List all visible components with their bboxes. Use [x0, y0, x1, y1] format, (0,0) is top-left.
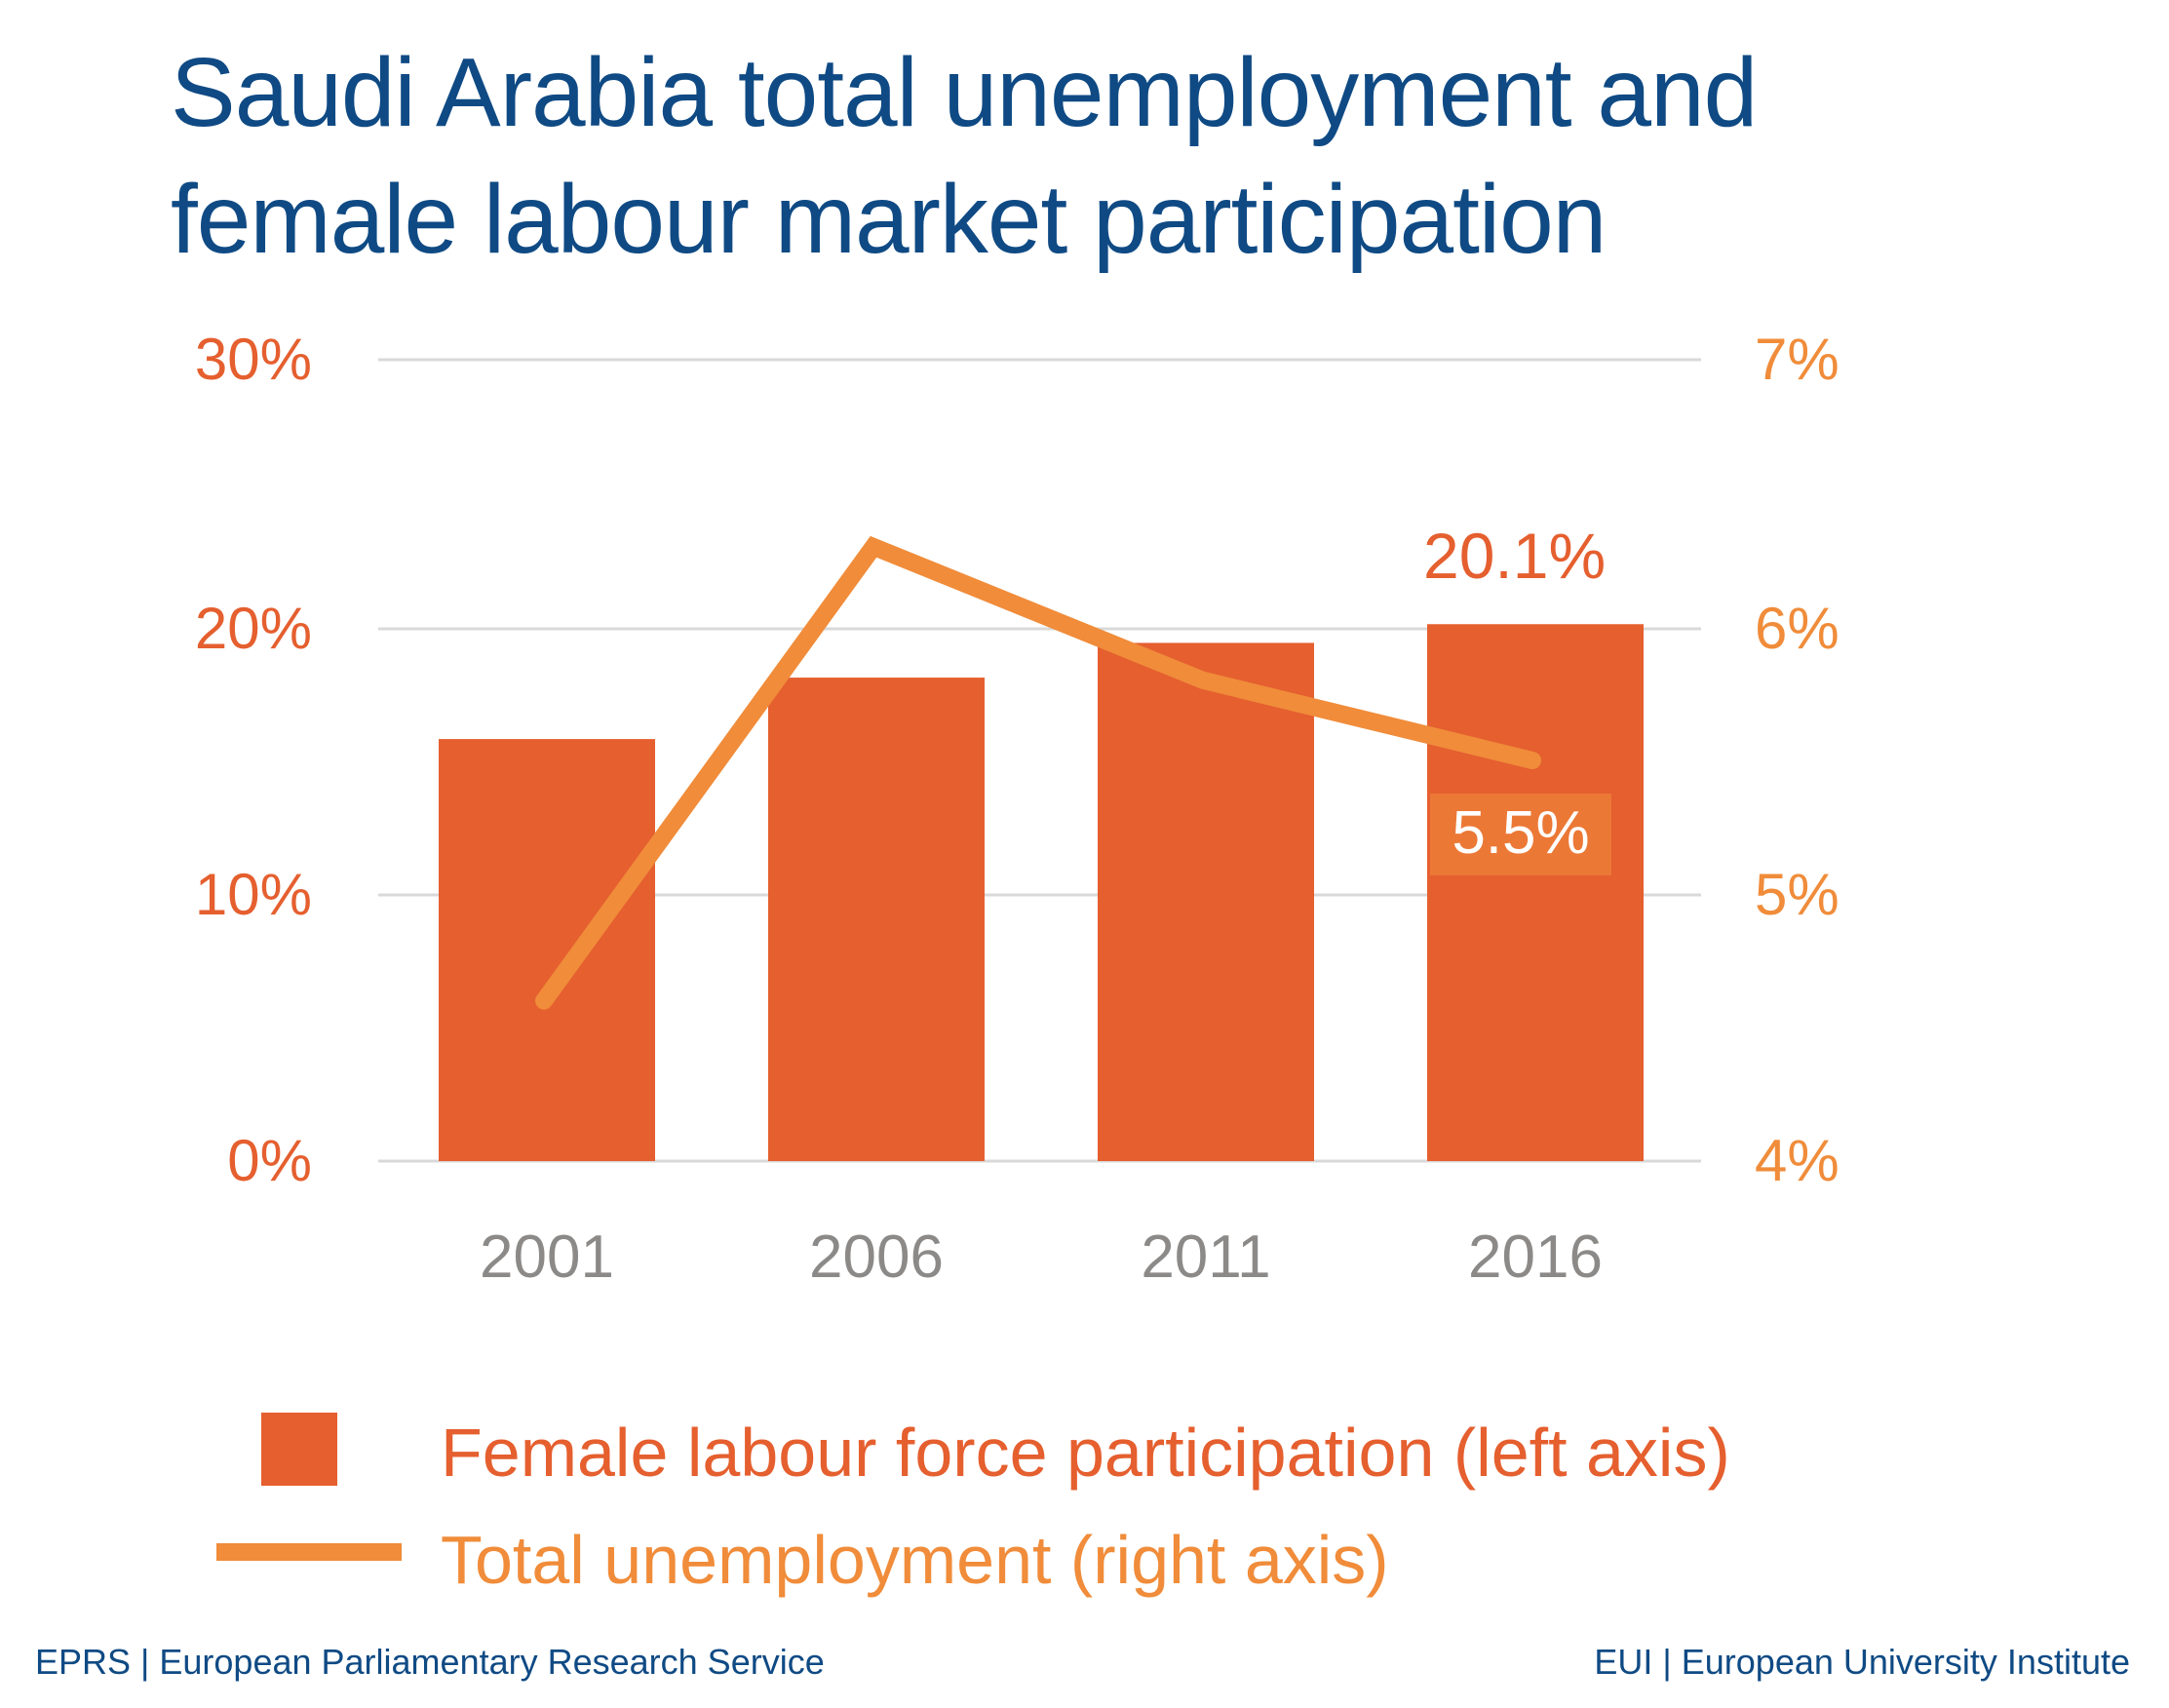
x-axis-tick-2011: 2011	[1141, 1223, 1271, 1291]
line-value-label-bg	[1430, 794, 1611, 875]
x-axis-tick-2006: 2006	[809, 1223, 944, 1291]
right-axis-tick-4: 4%	[1755, 1128, 1840, 1193]
left-axis-tick-0: 0%	[227, 1128, 312, 1193]
bar-2011	[1098, 642, 1314, 1161]
right-axis-tick-6: 6%	[1755, 596, 1840, 661]
right-axis-tick-7: 7%	[1755, 327, 1840, 392]
line-value-label-2016: 5.5%	[1452, 799, 1590, 867]
footer-source-eprs: EPRS | European Parliamentary Research S…	[35, 1642, 825, 1682]
chart-title-line-2: female labour market participation	[171, 165, 1607, 274]
legend-line-swatch-icon	[216, 1543, 402, 1561]
legend-bar-label: Female labour force participation (left …	[441, 1415, 1730, 1491]
bar-value-label-2016: 20.1%	[1423, 520, 1607, 593]
bar-2016	[1427, 624, 1644, 1161]
chart-title: Saudi Arabia total unemployment and fema…	[171, 29, 2072, 283]
line-series	[535, 535, 1541, 1010]
left-axis-tick-10: 10%	[194, 862, 312, 927]
footer-source-eui: EUI | European University Institute	[1594, 1642, 2130, 1682]
left-axis-tick-30: 30%	[194, 327, 312, 392]
bar-series	[439, 624, 1644, 1161]
legend-line-label: Total unemployment (right axis)	[441, 1522, 1389, 1598]
left-axis-tick-20: 20%	[194, 596, 312, 661]
bar-2006	[768, 678, 985, 1161]
legend-bar-swatch-icon	[261, 1413, 337, 1486]
right-axis-tick-5: 5%	[1755, 862, 1840, 927]
bar-2001	[439, 739, 655, 1161]
chart-title-line-1: Saudi Arabia total unemployment and	[171, 38, 1758, 147]
x-axis-tick-2001: 2001	[480, 1223, 614, 1291]
x-axis-tick-2016: 2016	[1468, 1223, 1603, 1291]
